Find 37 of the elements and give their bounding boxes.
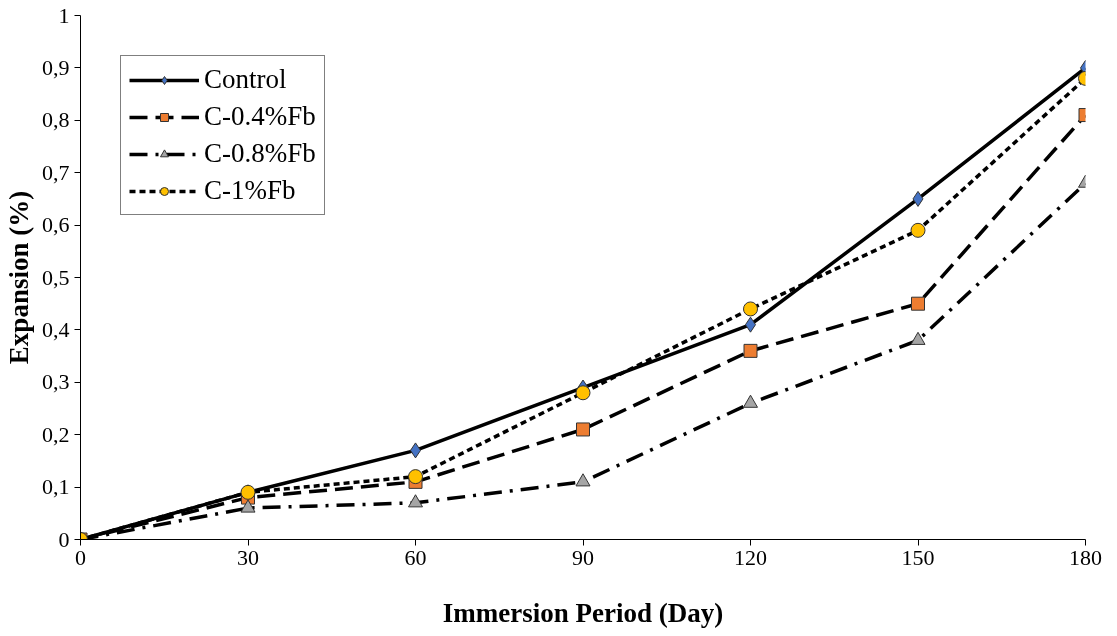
point <box>910 222 926 238</box>
x-tick-label: 0 <box>75 544 86 570</box>
x-tick-label: 150 <box>901 544 935 570</box>
point <box>743 343 758 358</box>
x-tick-label: 30 <box>237 544 259 570</box>
x-tick-label: 60 <box>404 544 427 570</box>
x-tick-label: 120 <box>734 544 767 570</box>
y-tick-label: 0,1 <box>42 474 70 500</box>
point <box>575 473 591 487</box>
y-axis-title: Expansion (%) <box>4 190 34 365</box>
point <box>911 296 925 311</box>
y-tick-label: 0 <box>58 526 70 552</box>
legend-label: Control <box>204 64 287 95</box>
y-tick-label: 0,7 <box>42 159 70 185</box>
point <box>240 499 256 513</box>
y-tick-label: 0,2 <box>42 421 70 447</box>
point <box>408 494 423 508</box>
x-tick-label: 90 <box>572 544 594 570</box>
legend-label: C-1%Fb <box>204 175 296 206</box>
y-tick-label: 0,5 <box>42 264 70 290</box>
legend-label: C-0.4%Fb <box>204 101 316 132</box>
legend-label: C-0.8%Fb <box>204 138 316 169</box>
point <box>743 394 758 408</box>
y-tick-label: 0,4 <box>42 316 70 342</box>
y-tick-label: 0,6 <box>42 212 70 238</box>
point <box>575 385 591 401</box>
point <box>576 422 590 437</box>
x-axis-title: Immersion Period (Day) <box>442 597 724 628</box>
y-tick-label: 0,3 <box>42 369 70 395</box>
y-tick-label: 1 <box>58 2 70 28</box>
y-tick-label: 0,9 <box>42 54 70 80</box>
x-tick-label: 180 <box>1069 544 1102 570</box>
y-tick-label: 0,8 <box>42 107 70 133</box>
point <box>408 469 423 485</box>
point <box>743 301 758 317</box>
point <box>912 190 924 207</box>
point <box>910 331 926 345</box>
